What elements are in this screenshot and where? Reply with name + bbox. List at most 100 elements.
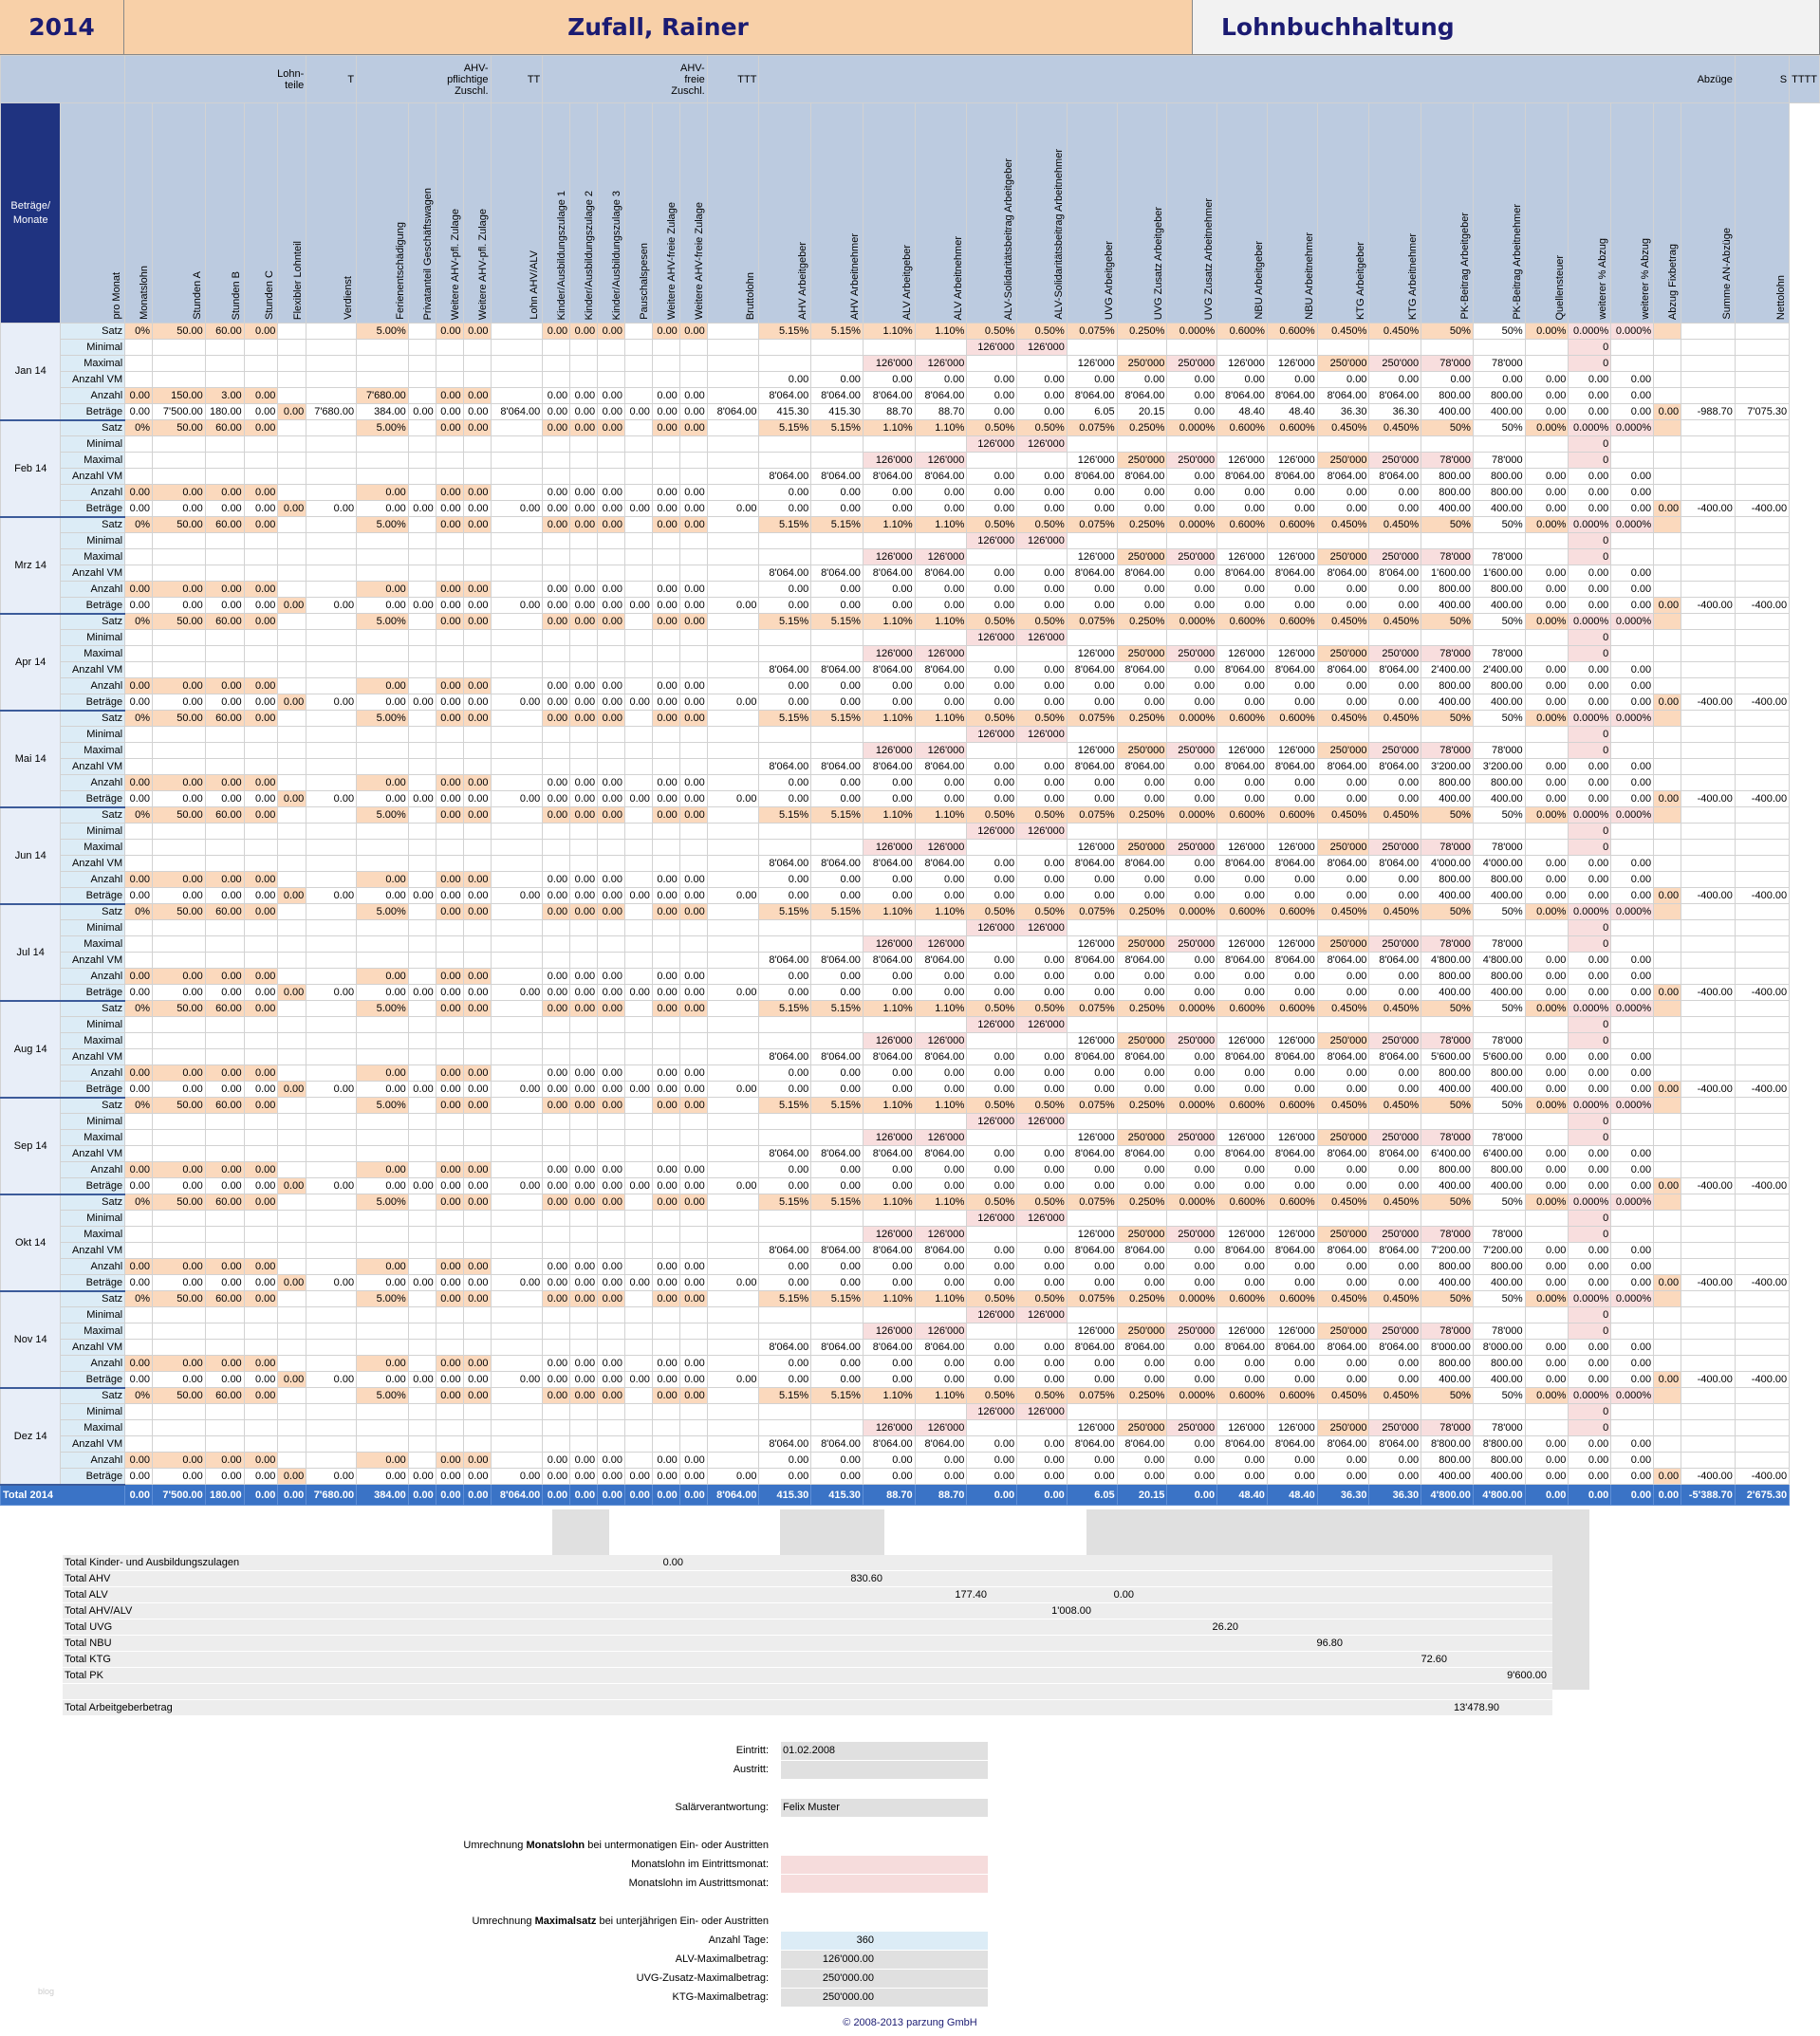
grid-cell: 0.00 (542, 1177, 571, 1194)
grid-cell (356, 1435, 409, 1453)
form-field[interactable] (781, 1875, 988, 1893)
grid-cell: 0.00 (542, 500, 571, 517)
grid-cell (435, 565, 464, 582)
grid-cell: 1.10% (862, 1290, 916, 1307)
grid-cell (758, 452, 812, 469)
grid-cell: 0.00 (1316, 581, 1370, 598)
form-field[interactable]: Felix Muster (781, 1799, 988, 1817)
grid-cell: 0.00 (407, 694, 436, 711)
grid-cell: 0.00 (462, 403, 492, 420)
grid-cell (243, 839, 279, 856)
grid-cell (243, 645, 279, 662)
total-cell: 0.00 (1568, 1484, 1612, 1506)
grid-cell (243, 435, 279, 453)
grid-cell: 0.00 (1568, 1242, 1612, 1259)
total-cell: 0.00 (1524, 1484, 1569, 1506)
grid-cell: 0.00 (597, 1387, 625, 1404)
grid-cell: 0.00 (651, 806, 680, 824)
grid-cell (1216, 823, 1268, 840)
grid-cell: 0.00 (1216, 1371, 1268, 1388)
grid-cell (1066, 823, 1118, 840)
grid-cell: 400.00 (1472, 597, 1526, 614)
row-label: Anzahl VM (60, 855, 126, 872)
grid-cell: 0.00 (435, 1290, 464, 1307)
grid-cell: 0.00 (651, 1468, 680, 1485)
grid-cell: 0.00 (810, 887, 864, 904)
grid-cell (569, 339, 599, 356)
group-header: T (306, 55, 358, 103)
grid-cell (277, 919, 307, 936)
grid-cell (1472, 435, 1526, 453)
grid-cell (1681, 710, 1736, 727)
grid-cell: 0.00 (624, 500, 653, 517)
grid-cell (277, 823, 307, 840)
column-header-label: Pauschalspesen (638, 243, 650, 320)
grid-cell (810, 1016, 864, 1033)
grid-cell (1734, 726, 1791, 743)
grid-cell: 0.00 (1610, 1435, 1655, 1453)
grid-cell: 400.00 (1421, 887, 1474, 904)
grid-cell: 5.15% (758, 1387, 812, 1404)
grid-cell (152, 468, 206, 485)
grid-cell: 0.00 (462, 484, 492, 501)
grid-cell: 0.50% (1016, 1290, 1068, 1307)
month-label: Mrz 14 (0, 516, 62, 615)
grid-cell: 8'064.00 (810, 1339, 864, 1356)
grid-cell (1734, 742, 1791, 759)
grid-cell (1266, 629, 1318, 646)
grid-cell: 0.00 (1016, 403, 1068, 420)
grid-cell (1681, 758, 1736, 775)
form-field[interactable]: 01.02.2008 (781, 1742, 988, 1760)
grid-cell (277, 565, 307, 582)
grid-cell: 0.00 (569, 1355, 599, 1372)
grid-cell: 0.000% (1568, 1290, 1612, 1307)
grid-cell: 0.00 (243, 1161, 279, 1178)
grid-cell: 0.00 (407, 1468, 436, 1485)
grid-cell: 0.00 (678, 694, 708, 711)
grid-cell: 0.00 (435, 887, 464, 904)
form-field[interactable] (781, 1856, 988, 1874)
grid-cell: 0.00 (651, 1161, 680, 1178)
grid-cell (1734, 1097, 1791, 1114)
grid-cell (624, 1000, 653, 1017)
grid-cell: 126'000 (1266, 1419, 1318, 1436)
grid-cell (1653, 1032, 1682, 1049)
row-label: Maximal (60, 935, 126, 953)
grid-cell: 0.00 (678, 1194, 708, 1211)
grid-cell (306, 1323, 358, 1340)
grid-cell: 0.00 (435, 403, 464, 420)
grid-cell: 60.00 (204, 903, 245, 920)
grid-cell (490, 758, 544, 775)
grid-cell: 0.00 (1316, 1452, 1370, 1469)
grid-cell: 4'000.00 (1472, 855, 1526, 872)
grid-cell (706, 484, 760, 501)
grid-cell: 8'064.00 (1216, 855, 1268, 872)
grid-cell: 0.00 (1368, 887, 1422, 904)
grid-cell (356, 1048, 409, 1065)
form-field[interactable] (781, 1761, 988, 1779)
grid-cell: 0.600% (1266, 903, 1318, 920)
grid-cell: 0.00 (569, 387, 599, 404)
grid-cell: 0.00 (810, 774, 864, 791)
grid-cell (1734, 952, 1791, 969)
grid-cell (624, 532, 653, 549)
grid-cell: 0.600% (1266, 1387, 1318, 1404)
grid-cell: 5.15% (758, 613, 812, 630)
grid-cell (542, 565, 571, 582)
grid-cell: 0.00% (1524, 1194, 1569, 1211)
grid-cell: 0.00 (306, 1274, 358, 1291)
grid-cell (306, 629, 358, 646)
grid-cell: 0.00 (758, 1274, 812, 1291)
grid-cell: 0.00 (152, 1258, 206, 1275)
grid-cell: 0.00 (462, 1258, 492, 1275)
grid-cell (542, 952, 571, 969)
grid-cell: 0.450% (1368, 1290, 1422, 1307)
grid-cell (1610, 742, 1655, 759)
grid-cell (597, 645, 625, 662)
form-field[interactable]: 360 (781, 1932, 988, 1950)
grid-cell (542, 645, 571, 662)
column-header-label: UVG Arbeitgeber (1103, 240, 1115, 320)
grid-cell (1472, 1210, 1526, 1227)
grid-cell (490, 661, 544, 678)
grid-cell: 0.00 (1266, 1177, 1318, 1194)
